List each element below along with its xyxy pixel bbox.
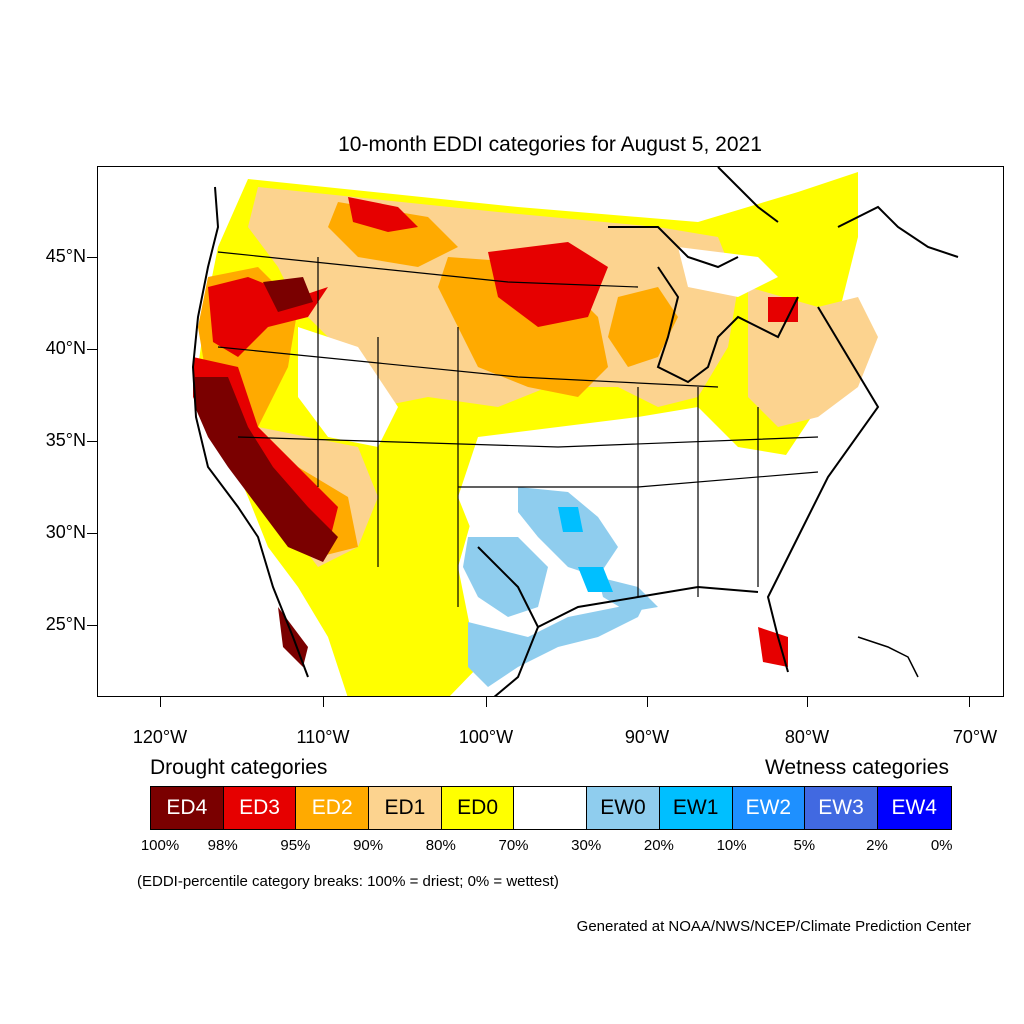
- lon-label-110: 110°W: [296, 727, 350, 747]
- lon-tick: [323, 697, 324, 707]
- legend-bar: ED4 ED3 ED2 ED1 ED0 EW0 EW1 EW2 EW3 EW4: [150, 786, 952, 830]
- lat-label-45: 45°N: [45, 246, 86, 266]
- map-title: 10-month EDDI categories for August 5, 2…: [338, 133, 762, 156]
- legend-box-ew0: EW0: [587, 787, 660, 829]
- percentile-label: 2%: [866, 837, 888, 854]
- lon-tick: [647, 697, 648, 707]
- ew0-region-gulf: [468, 597, 648, 687]
- ew1-region-la: [578, 567, 613, 592]
- percentile-label: 10%: [716, 837, 747, 854]
- credit-text: Generated at NOAA/NWS/NCEP/Climate Predi…: [576, 918, 971, 935]
- lon-label-70: 70°W: [952, 727, 998, 747]
- legend-box-ew4: EW4: [877, 787, 951, 829]
- ed1-region-ne: [748, 287, 878, 427]
- percentile-label: 5%: [793, 837, 816, 854]
- percentile-label: 98%: [207, 837, 238, 854]
- percentile-label: 0%: [930, 837, 953, 854]
- ed3-region-fl: [758, 627, 788, 667]
- legend-box-ed0: ED0: [441, 787, 515, 829]
- percentile-label: 20%: [643, 837, 674, 854]
- lon-label-100: 100°W: [458, 727, 514, 747]
- lon-tick: [486, 697, 487, 707]
- map-area: [97, 166, 1004, 697]
- drought-categories-title: Drought categories: [150, 756, 328, 779]
- percentile-label: 80%: [425, 837, 456, 854]
- lon-tick: [160, 697, 161, 707]
- percentile-label: 95%: [280, 837, 311, 854]
- lon-label-90: 90°W: [624, 727, 670, 747]
- borders: [191, 167, 959, 696]
- ew0-region-lousiana: [598, 577, 658, 612]
- legend-box-ed2: ED2: [296, 787, 370, 829]
- lat-tick: [87, 349, 97, 350]
- lon-tick: [969, 697, 970, 707]
- ed4-region-ca: [195, 377, 338, 562]
- percentile-label: 90%: [353, 837, 384, 854]
- legend-box-ew3: EW3: [805, 787, 878, 829]
- legend-box-ed4: ED4: [151, 787, 224, 829]
- lat-tick: [87, 625, 97, 626]
- percentile-label: 100%: [140, 837, 180, 854]
- ew0-region-texas: [463, 537, 548, 617]
- eddi-map: [191, 167, 959, 696]
- percentile-label: 30%: [571, 837, 602, 854]
- lat-label-25: 25°N: [45, 614, 86, 634]
- lat-label-30: 30°N: [45, 522, 86, 542]
- lat-label-40: 40°N: [45, 338, 86, 358]
- lat-tick: [87, 533, 97, 534]
- legend-box-ed1: ED1: [369, 787, 442, 829]
- ed2-region-great-lakes: [608, 287, 678, 367]
- legend-box-neutral: [514, 787, 588, 829]
- ew1-region-ar: [558, 507, 583, 532]
- percentile-label: 70%: [498, 837, 529, 854]
- lat-tick: [87, 257, 97, 258]
- legend-box-ew1: EW1: [659, 787, 733, 829]
- wetness-categories-title: Wetness categories: [764, 756, 949, 779]
- ed3-region-montana: [348, 197, 418, 232]
- lon-label-80: 80°W: [784, 727, 830, 747]
- lon-tick: [807, 697, 808, 707]
- lat-tick: [87, 441, 97, 442]
- category-note: (EDDI-percentile category breaks: 100% =…: [137, 873, 559, 890]
- ed3-region-dakotas: [488, 242, 608, 327]
- lon-label-120: 120°W: [132, 727, 188, 747]
- ed4-region-or: [263, 277, 313, 312]
- ed3-region-ny: [768, 297, 798, 322]
- legend-box-ed3: ED3: [223, 787, 297, 829]
- lat-label-35: 35°N: [45, 430, 86, 450]
- neutral-region-northeast: [678, 247, 778, 297]
- legend-box-ew2: EW2: [732, 787, 806, 829]
